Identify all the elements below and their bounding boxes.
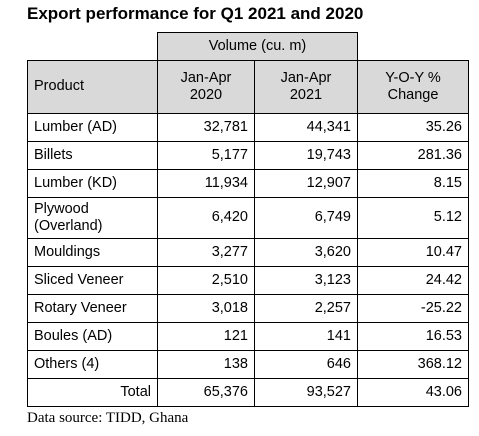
total-2020-cell: 65,376: [157, 377, 255, 407]
product-line: Plywood: [34, 200, 89, 217]
table-row: Others (4) 138 646 368.12: [27, 349, 469, 379]
blank-corner-cell: [27, 32, 158, 61]
table-row: Lumber (KD) 11,934 12,907 8.15: [27, 168, 469, 198]
change-cell: 368.12: [357, 349, 469, 379]
table-row: Sliced Veneer 2,510 3,123 24.42: [27, 265, 469, 295]
volume-2021-cell: 3,620: [254, 237, 358, 267]
data-source-note: Data source: TIDD, Ghana: [27, 410, 189, 426]
column-header-row: Product Jan-Apr 2020 Jan-Apr 2021 Y-O-Y …: [27, 59, 469, 114]
volume-2021-cell: 12,907: [254, 168, 358, 198]
product-cell: Boules (AD): [27, 321, 158, 351]
volume-2020-cell: 11,934: [157, 168, 255, 198]
table-row: Plywood (Overland) 6,420 6,749 5.12: [27, 196, 469, 239]
volume-2020-cell: 121: [157, 321, 255, 351]
yoy-change-header: Y-O-Y % Change: [357, 59, 469, 114]
table-row: Boules (AD) 121 141 16.53: [27, 321, 469, 351]
product-cell: Plywood (Overland): [27, 196, 158, 239]
table-row: Rotary Veneer 3,018 2,257 -25.22: [27, 293, 469, 323]
header-line: 2021: [289, 86, 323, 103]
change-cell: 281.36: [357, 140, 469, 170]
product-cell: Billets: [27, 140, 158, 170]
header-line: 2020: [189, 86, 223, 103]
volume-2021-cell: 6,749: [254, 196, 358, 239]
volume-2020-cell: 138: [157, 349, 255, 379]
export-table: Volume (cu. m) Product Jan-Apr 2020 Jan-…: [27, 32, 469, 407]
product-header: Product: [27, 59, 158, 114]
table-row: Billets 5,177 19,743 281.36: [27, 140, 469, 170]
blank-corner-cell: [357, 32, 469, 61]
total-label: Total: [27, 377, 158, 407]
volume-2020-cell: 6,420: [157, 196, 255, 239]
jan-apr-2021-header: Jan-Apr 2021: [254, 59, 358, 114]
volume-2021-cell: 2,257: [254, 293, 358, 323]
total-row: Total 65,376 93,527 43.06: [27, 377, 469, 407]
change-cell: 8.15: [357, 168, 469, 198]
page-title: Export performance for Q1 2021 and 2020: [27, 4, 364, 23]
product-cell: Lumber (KD): [27, 168, 158, 198]
volume-2020-cell: 3,018: [157, 293, 255, 323]
volume-2020-cell: 32,781: [157, 112, 255, 142]
volume-header: Volume (cu. m): [157, 32, 358, 61]
change-cell: 5.12: [357, 196, 469, 239]
change-cell: -25.22: [357, 293, 469, 323]
volume-2021-cell: 44,341: [254, 112, 358, 142]
total-2021-cell: 93,527: [254, 377, 358, 407]
product-cell: Mouldings: [27, 237, 158, 267]
volume-2020-cell: 3,277: [157, 237, 255, 267]
header-line: Jan-Apr: [280, 69, 332, 86]
volume-2020-cell: 2,510: [157, 265, 255, 295]
change-cell: 16.53: [357, 321, 469, 351]
volume-2021-cell: 141: [254, 321, 358, 351]
product-cell: Others (4): [27, 349, 158, 379]
change-cell: 24.42: [357, 265, 469, 295]
volume-header-row: Volume (cu. m): [27, 32, 469, 61]
product-cell: Sliced Veneer: [27, 265, 158, 295]
table-row: Lumber (AD) 32,781 44,341 35.26: [27, 112, 469, 142]
product-line: (Overland): [34, 217, 103, 234]
jan-apr-2020-header: Jan-Apr 2020: [157, 59, 255, 114]
header-line: Change: [387, 86, 439, 103]
table-row: Mouldings 3,277 3,620 10.47: [27, 237, 469, 267]
header-line: Y-O-Y %: [385, 69, 441, 86]
product-cell: Rotary Veneer: [27, 293, 158, 323]
volume-2020-cell: 5,177: [157, 140, 255, 170]
volume-2021-cell: 3,123: [254, 265, 358, 295]
change-cell: 35.26: [357, 112, 469, 142]
change-cell: 10.47: [357, 237, 469, 267]
volume-2021-cell: 19,743: [254, 140, 358, 170]
product-cell: Lumber (AD): [27, 112, 158, 142]
volume-2021-cell: 646: [254, 349, 358, 379]
header-line: Jan-Apr: [180, 69, 232, 86]
total-change-cell: 43.06: [357, 377, 469, 407]
